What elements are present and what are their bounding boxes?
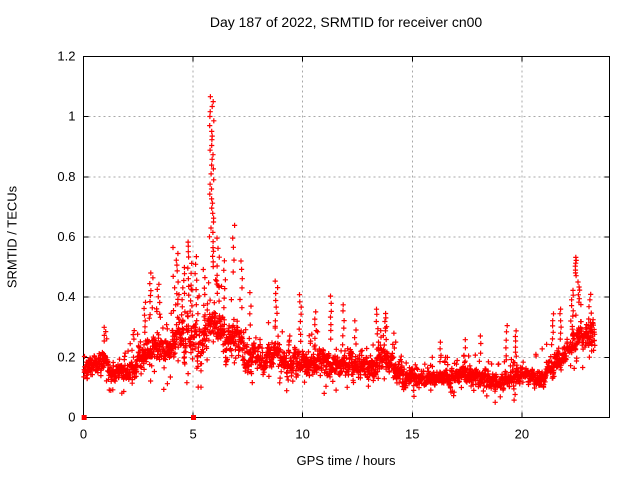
zero-value-marker [81,415,87,420]
x-tick-label: 15 [405,427,419,442]
x-tick-label: 20 [515,427,529,442]
y-tick-label: 0.4 [57,289,75,304]
x-tick-label: 0 [80,427,87,442]
y-tick-label: 0.8 [57,169,75,184]
chart-title: Day 187 of 2022, SRMTID for receiver cn0… [209,14,483,30]
y-tick-label: 1.2 [57,49,75,64]
scatter-series [81,94,598,405]
x-tick-label: 5 [189,427,196,442]
zero-value-marker [191,415,197,420]
y-tick-label: 0 [68,410,75,425]
y-tick-label: 1 [68,109,75,124]
x-axis-label: GPS time / hours [296,453,396,468]
y-tick-label: 0.2 [57,349,75,364]
y-tick-label: 0.6 [57,229,75,244]
x-tick-label: 10 [295,427,309,442]
